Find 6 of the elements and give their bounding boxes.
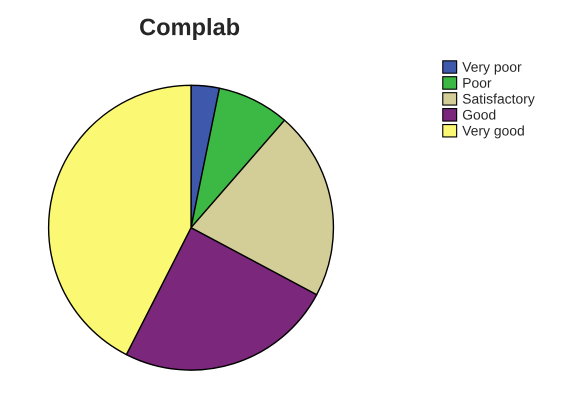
legend-label: Very good [462, 125, 524, 138]
legend-label: Good [462, 109, 496, 120]
chart-title: Complab [140, 18, 240, 40]
legend-label: Very poor [462, 62, 522, 75]
legend-label: Poor [463, 78, 492, 88]
legend-label: Satisfactory [462, 94, 535, 106]
